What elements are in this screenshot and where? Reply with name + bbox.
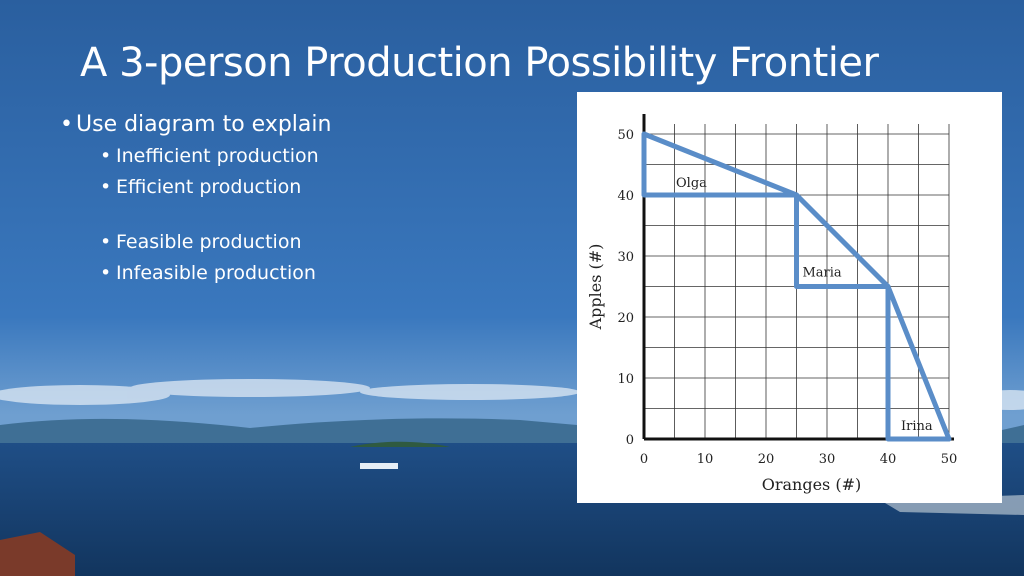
bullet-text: Inefficient production [116, 145, 319, 167]
ppf-chart: 0 10 20 30 40 50 0 10 20 30 40 50 Oranges (#) Apples … [577, 92, 1002, 503]
bullet-level2: • Inefficient production [100, 145, 331, 167]
ppf-chart-svg: 0 10 20 30 40 50 0 10 20 30 40 50 Oranges (#) Apples … [586, 114, 958, 494]
slide-title: A 3-person Production Possibility Fronti… [80, 40, 879, 86]
frontier-segment [794, 192, 891, 289]
bullet-dot-icon: • [100, 145, 112, 167]
bullet-text: Efficient production [116, 176, 302, 198]
bullet-text: Infeasible production [116, 262, 316, 284]
frontier-segment [885, 284, 952, 442]
x-tick-label: 50 [941, 452, 958, 467]
x-tick-label: 30 [819, 452, 836, 467]
y-tick-label: 10 [617, 372, 634, 387]
segment-label: Olga [676, 176, 707, 191]
bullet-dot-icon: • [100, 231, 112, 253]
bullet-list: • Use diagram to explain • Inefficient pro… [60, 112, 331, 293]
bullet-level2: • Feasible production [100, 231, 331, 253]
x-axis-label: Oranges (#) [762, 475, 862, 494]
bullet-dot-icon: • [60, 112, 73, 137]
segment-label: Irina [901, 419, 933, 434]
x-tick-label: 20 [758, 452, 775, 467]
bullet-text: Feasible production [116, 231, 302, 253]
y-tick-label: 0 [626, 433, 634, 448]
y-tick-label: 30 [617, 250, 634, 265]
bullet-level2: • Infeasible production [100, 262, 331, 284]
bullet-level2: • Efficient production [100, 176, 331, 198]
bullet-level1: • Use diagram to explain [60, 112, 331, 137]
y-tick-label: 40 [617, 189, 634, 204]
frontier-segment [641, 131, 799, 198]
y-tick-label: 50 [617, 128, 634, 143]
bullet-dot-icon: • [100, 262, 112, 284]
y-axis-label: Apples (#) [586, 244, 605, 331]
y-tick-label: 20 [617, 311, 634, 326]
segment-label: Maria [803, 266, 842, 281]
bullet-text: Use diagram to explain [76, 112, 332, 137]
bullet-dot-icon: • [100, 176, 112, 198]
x-tick-label: 10 [697, 452, 714, 467]
x-tick-label: 0 [640, 452, 648, 467]
x-tick-label: 40 [880, 452, 897, 467]
